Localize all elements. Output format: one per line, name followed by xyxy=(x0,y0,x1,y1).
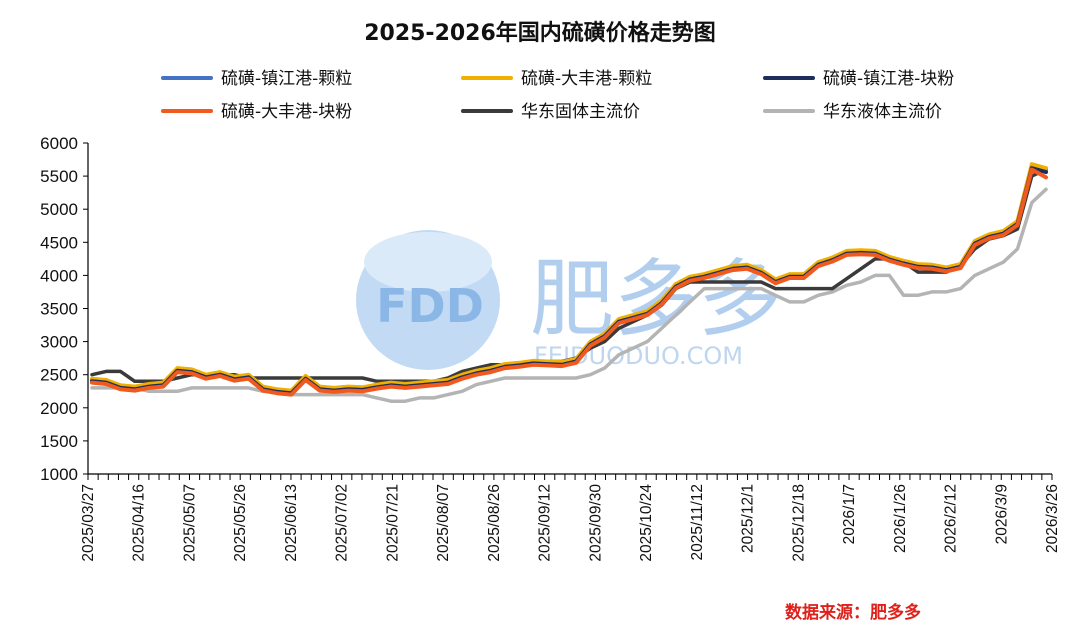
y-tick-label: 4500 xyxy=(40,233,78,252)
legend-label-3: 硫磺-大丰港-块粉 xyxy=(221,102,352,122)
watermark-logo-text: FDD xyxy=(376,279,484,333)
watermark-logo-highlight xyxy=(364,232,492,292)
x-tick-label: 2025/07/02 xyxy=(334,484,351,562)
y-tick-label: 5000 xyxy=(40,200,78,219)
data-source-label: 数据来源：肥多多 xyxy=(785,602,921,623)
x-tick-label: 2025/11/12 xyxy=(689,484,706,560)
x-tick-label: 2025/05/07 xyxy=(181,484,198,562)
x-tick-label: 2025/05/26 xyxy=(232,484,249,562)
x-tick-label: 2025/08/26 xyxy=(486,484,503,562)
y-tick-label: 2500 xyxy=(40,366,78,385)
legend-label-2: 硫磺-镇江港-块粉 xyxy=(823,69,954,89)
series-line-3 xyxy=(90,167,1048,397)
x-tick-label: 2025/09/30 xyxy=(587,484,604,562)
y-tick-label: 1500 xyxy=(40,432,78,451)
series-line-5 xyxy=(90,187,1048,403)
y-tick-label: 3000 xyxy=(40,333,78,352)
x-axis-ticks: 2025/03/27 2025/04/16 2025/05/07 2025/05/26… xyxy=(80,474,1061,562)
y-tick-label: 1000 xyxy=(40,465,78,484)
legend-label-4: 华东固体主流价 xyxy=(521,102,640,122)
legend-label-1: 硫磺-大丰港-颗粒 xyxy=(521,69,652,89)
x-tick-label: 2025/12/1 xyxy=(740,484,757,553)
x-tick-label: 2026/1/26 xyxy=(892,484,909,553)
x-tick-label: 2025/12/18 xyxy=(790,484,807,562)
y-tick-label: 5500 xyxy=(40,167,78,186)
y-tick-label: 6000 xyxy=(40,134,78,153)
y-tick-label: 2000 xyxy=(40,399,78,418)
legend-label-0: 硫磺-镇江港-颗粒 xyxy=(221,69,352,89)
x-tick-label: 2026/3/9 xyxy=(993,484,1010,544)
series-line-1 xyxy=(90,162,1048,393)
x-tick-label: 2026/3/26 xyxy=(1044,484,1061,553)
x-tick-label: 2025/07/21 xyxy=(384,484,401,562)
x-tick-label: 2025/06/13 xyxy=(283,484,300,562)
y-tick-label: 4000 xyxy=(40,266,78,285)
x-tick-label: 2025/08/07 xyxy=(435,484,452,562)
y-axis-ticks: 1000 1500 2000 2500 3000 3500 4000 4500 5000 5500… xyxy=(40,134,88,484)
y-tick-label: 3500 xyxy=(40,300,78,319)
x-tick-label: 2025/03/27 xyxy=(80,484,97,562)
x-tick-label: 2025/10/24 xyxy=(638,484,655,562)
x-tick-label: 2026/1/7 xyxy=(841,484,858,544)
legend-label-5: 华东液体主流价 xyxy=(823,102,942,122)
x-tick-label: 2025/09/12 xyxy=(537,484,554,562)
x-tick-label: 2026/2/12 xyxy=(943,484,960,553)
x-tick-label: 2025/04/16 xyxy=(131,484,148,562)
series-group xyxy=(90,162,1048,403)
watermark: FDD 肥多多 FEIDUODUO.COM xyxy=(356,230,782,370)
chart-title: 2025-2026年国内硫磺价格走势图 xyxy=(364,20,716,46)
